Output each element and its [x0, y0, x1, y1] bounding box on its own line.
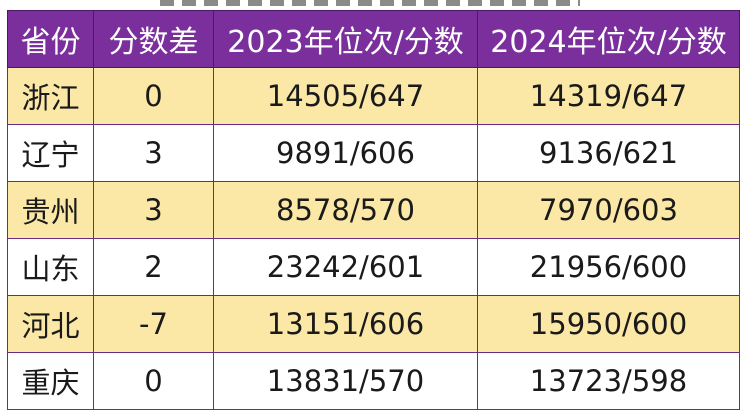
cell-2024: 7970/603	[477, 181, 740, 239]
cell-2024: 13723/598	[477, 352, 740, 410]
table-row: 山东 2 23242/601 21956/600	[7, 238, 740, 296]
header-province: 省份	[7, 10, 94, 68]
cell-province: 浙江	[7, 67, 94, 125]
table-header-row: 省份 分数差 2023年位次/分数 2024年位次/分数	[7, 10, 740, 68]
cell-2023: 14505/647	[213, 67, 478, 125]
ranking-table-container: 省份 分数差 2023年位次/分数 2024年位次/分数 浙江 0 14505/…	[7, 10, 740, 410]
cell-diff: 0	[93, 352, 214, 410]
cell-diff: 2	[93, 238, 214, 296]
table-row: 贵州 3 8578/570 7970/603	[7, 181, 740, 239]
table-row: 辽宁 3 9891/606 9136/621	[7, 124, 740, 182]
cell-province: 重庆	[7, 352, 94, 410]
table-row: 浙江 0 14505/647 14319/647	[7, 67, 740, 125]
cell-diff: 3	[93, 124, 214, 182]
cell-2023: 23242/601	[213, 238, 478, 296]
cell-province: 辽宁	[7, 124, 94, 182]
cell-2024: 21956/600	[477, 238, 740, 296]
cell-diff: -7	[93, 295, 214, 353]
header-2023: 2023年位次/分数	[213, 10, 478, 68]
cell-2024: 9136/621	[477, 124, 740, 182]
cell-2024: 15950/600	[477, 295, 740, 353]
ranking-table: 省份 分数差 2023年位次/分数 2024年位次/分数 浙江 0 14505/…	[7, 10, 740, 410]
cell-diff: 3	[93, 181, 214, 239]
cell-2023: 13151/606	[213, 295, 478, 353]
cell-2023: 13831/570	[213, 352, 478, 410]
header-score-diff: 分数差	[93, 10, 214, 68]
cropped-title-remnant	[160, 0, 580, 6]
table-row: 河北 -7 13151/606 15950/600	[7, 295, 740, 353]
cell-province: 贵州	[7, 181, 94, 239]
cell-diff: 0	[93, 67, 214, 125]
cell-2023: 8578/570	[213, 181, 478, 239]
cell-province: 山东	[7, 238, 94, 296]
table-row: 重庆 0 13831/570 13723/598	[7, 352, 740, 410]
cell-2023: 9891/606	[213, 124, 478, 182]
cell-2024: 14319/647	[477, 67, 740, 125]
cell-province: 河北	[7, 295, 94, 353]
header-2024: 2024年位次/分数	[477, 10, 740, 68]
cropped-title-strip	[0, 0, 746, 12]
